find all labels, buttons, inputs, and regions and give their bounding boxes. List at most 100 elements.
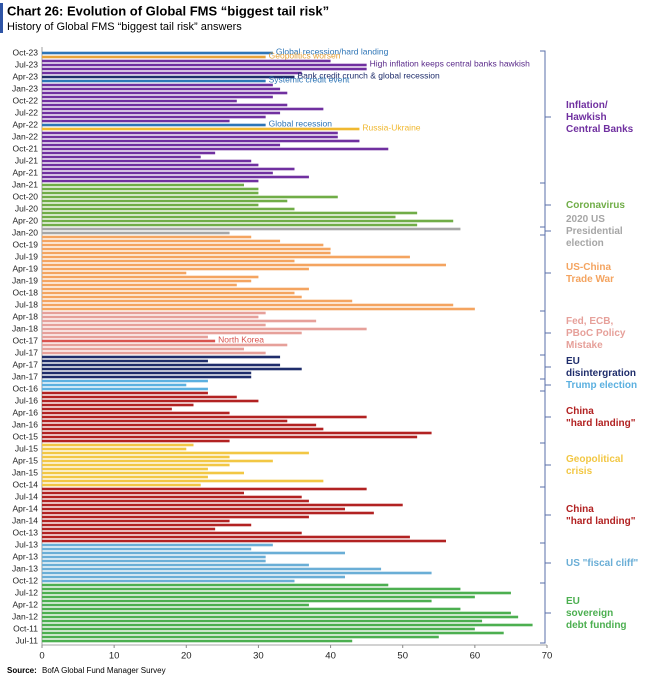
y-tick-label: Jul-22 <box>15 107 38 117</box>
bar <box>42 343 288 347</box>
bar <box>42 411 230 415</box>
bar <box>42 315 259 319</box>
y-tick-label: Jan-12 <box>12 611 38 621</box>
theme-label: Trump election <box>566 380 637 391</box>
bar <box>42 639 353 643</box>
y-tick-label: Apr-16 <box>12 407 38 417</box>
y-tick-label: Oct-13 <box>12 527 38 537</box>
bar <box>42 127 360 131</box>
theme-label: US-China Trade War <box>566 262 614 285</box>
bar <box>42 471 244 475</box>
bar <box>42 87 281 91</box>
bar <box>42 515 309 519</box>
bar <box>42 439 230 443</box>
bar <box>42 231 230 235</box>
y-tick-label: Oct-15 <box>12 431 38 441</box>
bar <box>42 311 266 315</box>
bar <box>42 451 309 455</box>
y-tick-label: Apr-14 <box>12 503 38 513</box>
y-tick-label: Jul-23 <box>15 59 38 69</box>
bracket <box>540 582 551 644</box>
y-tick-label: Apr-13 <box>12 551 38 561</box>
bar <box>42 319 317 323</box>
bar <box>42 335 208 339</box>
bar <box>42 243 324 247</box>
bar <box>42 175 309 179</box>
bar <box>42 239 281 243</box>
bar <box>42 419 288 423</box>
theme-label: Inflation/Hawkish Central Banks <box>566 100 634 135</box>
bar <box>42 571 432 575</box>
y-tick-label: Oct-19 <box>12 239 38 249</box>
bar <box>42 107 324 111</box>
bar <box>42 447 187 451</box>
bar <box>42 631 504 635</box>
chart-subtitle: History of Global FMS “biggest tail risk… <box>7 21 242 33</box>
bar <box>42 347 244 351</box>
x-tick-label: 30 <box>253 651 264 662</box>
bar <box>42 99 237 103</box>
y-tick-label: Jul-19 <box>15 251 38 261</box>
bar-annotation: Geopolitics worsen <box>269 50 341 60</box>
bracket <box>540 354 551 380</box>
y-tick-label: Oct-20 <box>12 191 38 201</box>
bar <box>42 211 418 215</box>
bracket <box>540 182 551 228</box>
bar <box>42 511 374 515</box>
bar <box>42 67 367 71</box>
bar <box>42 563 309 567</box>
bar <box>42 575 345 579</box>
bar <box>42 199 288 203</box>
bar <box>42 487 367 491</box>
bar <box>42 483 201 487</box>
bar <box>42 567 382 571</box>
bar <box>42 135 338 139</box>
bar <box>42 251 331 255</box>
bar <box>42 287 309 291</box>
bar <box>42 83 273 87</box>
bar <box>42 607 461 611</box>
bar <box>42 183 244 187</box>
bracket <box>540 234 551 312</box>
theme-label: Coronavirus <box>566 200 625 211</box>
bar <box>42 71 302 75</box>
theme-label: EU sovereign debt funding <box>566 596 627 631</box>
bar <box>42 523 252 527</box>
bar <box>42 91 288 95</box>
bar <box>42 123 266 127</box>
bar <box>42 275 259 279</box>
bar <box>42 367 302 371</box>
bar <box>42 111 281 115</box>
bar <box>42 295 302 299</box>
bar <box>42 79 266 83</box>
y-tick-label: Apr-19 <box>12 263 38 273</box>
bar <box>42 267 309 271</box>
bar <box>42 167 295 171</box>
bar <box>42 459 273 463</box>
bar <box>42 307 475 311</box>
y-tick-label: Oct-17 <box>12 335 38 345</box>
bar <box>42 403 194 407</box>
chart-title: Chart 26: Evolution of Global FMS “bigge… <box>7 3 329 18</box>
bar <box>42 395 237 399</box>
bar <box>42 355 281 359</box>
bar <box>42 379 208 383</box>
bar <box>42 195 338 199</box>
x-tick-label: 50 <box>397 651 408 662</box>
bar <box>42 503 403 507</box>
bar <box>42 131 338 135</box>
y-tick-label: Jul-21 <box>15 155 38 165</box>
y-tick-label: Apr-17 <box>12 359 38 369</box>
bar <box>42 259 295 263</box>
x-tick-label: 0 <box>39 651 44 662</box>
bar-annotation: Global recession <box>269 118 333 128</box>
bar <box>42 507 345 511</box>
y-tick-label: Jan-17 <box>12 371 38 381</box>
bar <box>42 163 259 167</box>
bar <box>42 191 259 195</box>
bar <box>42 479 324 483</box>
bar <box>42 635 439 639</box>
y-tick-label: Jul-14 <box>15 491 38 501</box>
bracket <box>540 390 551 444</box>
